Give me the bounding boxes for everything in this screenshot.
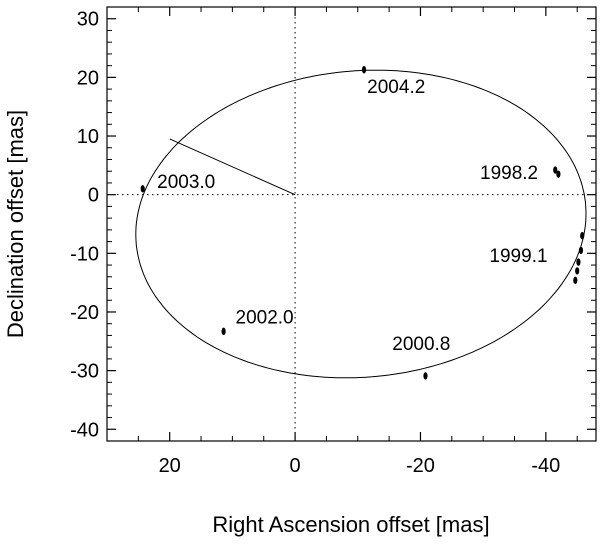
- y-tick-label: 30: [77, 9, 99, 31]
- data-point: [576, 258, 581, 266]
- y-tick-label: -30: [70, 361, 99, 383]
- data-point: [580, 232, 585, 240]
- data-point: [573, 276, 578, 285]
- x-axis-title: Right Ascension offset [mas]: [212, 512, 489, 537]
- plot-layer: 20 0 -20 -40 30 20 10 0 -10 -20 -30 -40 2004.2 1998.2…: [70, 7, 596, 477]
- data-point: [361, 66, 367, 74]
- y-tick-label: 10: [77, 126, 99, 148]
- y-tick-label: 0: [88, 185, 99, 207]
- data-point: [423, 372, 428, 380]
- epoch-label: 1999.1: [489, 246, 547, 267]
- x-tick-label: 20: [159, 455, 181, 477]
- epoch-label: 2003.0: [157, 172, 215, 193]
- data-point: [553, 166, 558, 174]
- plot-frame: [106, 6, 597, 442]
- y-axis-title: Declination offset [mas]: [3, 110, 28, 338]
- data-point: [140, 185, 145, 193]
- data-point: [578, 246, 584, 255]
- x-tick-label: -20: [406, 455, 435, 477]
- epoch-label: 2004.2: [367, 77, 425, 98]
- x-tick-label: -40: [531, 455, 560, 477]
- orbit-ellipse: [135, 69, 587, 379]
- y-tick-label: -10: [70, 243, 99, 265]
- y-tick-label: -40: [70, 419, 99, 441]
- y-tick-label: -20: [70, 302, 99, 324]
- periastron-line: [169, 138, 296, 196]
- x-tick-label: 0: [290, 455, 301, 477]
- y-tick-label: 20: [77, 67, 99, 89]
- epoch-label: 2002.0: [236, 308, 294, 329]
- epoch-label: 1998.2: [480, 163, 538, 184]
- data-point: [575, 267, 580, 275]
- data-point: [556, 170, 561, 178]
- data-point: [221, 327, 226, 336]
- epoch-label: 2000.8: [392, 334, 450, 355]
